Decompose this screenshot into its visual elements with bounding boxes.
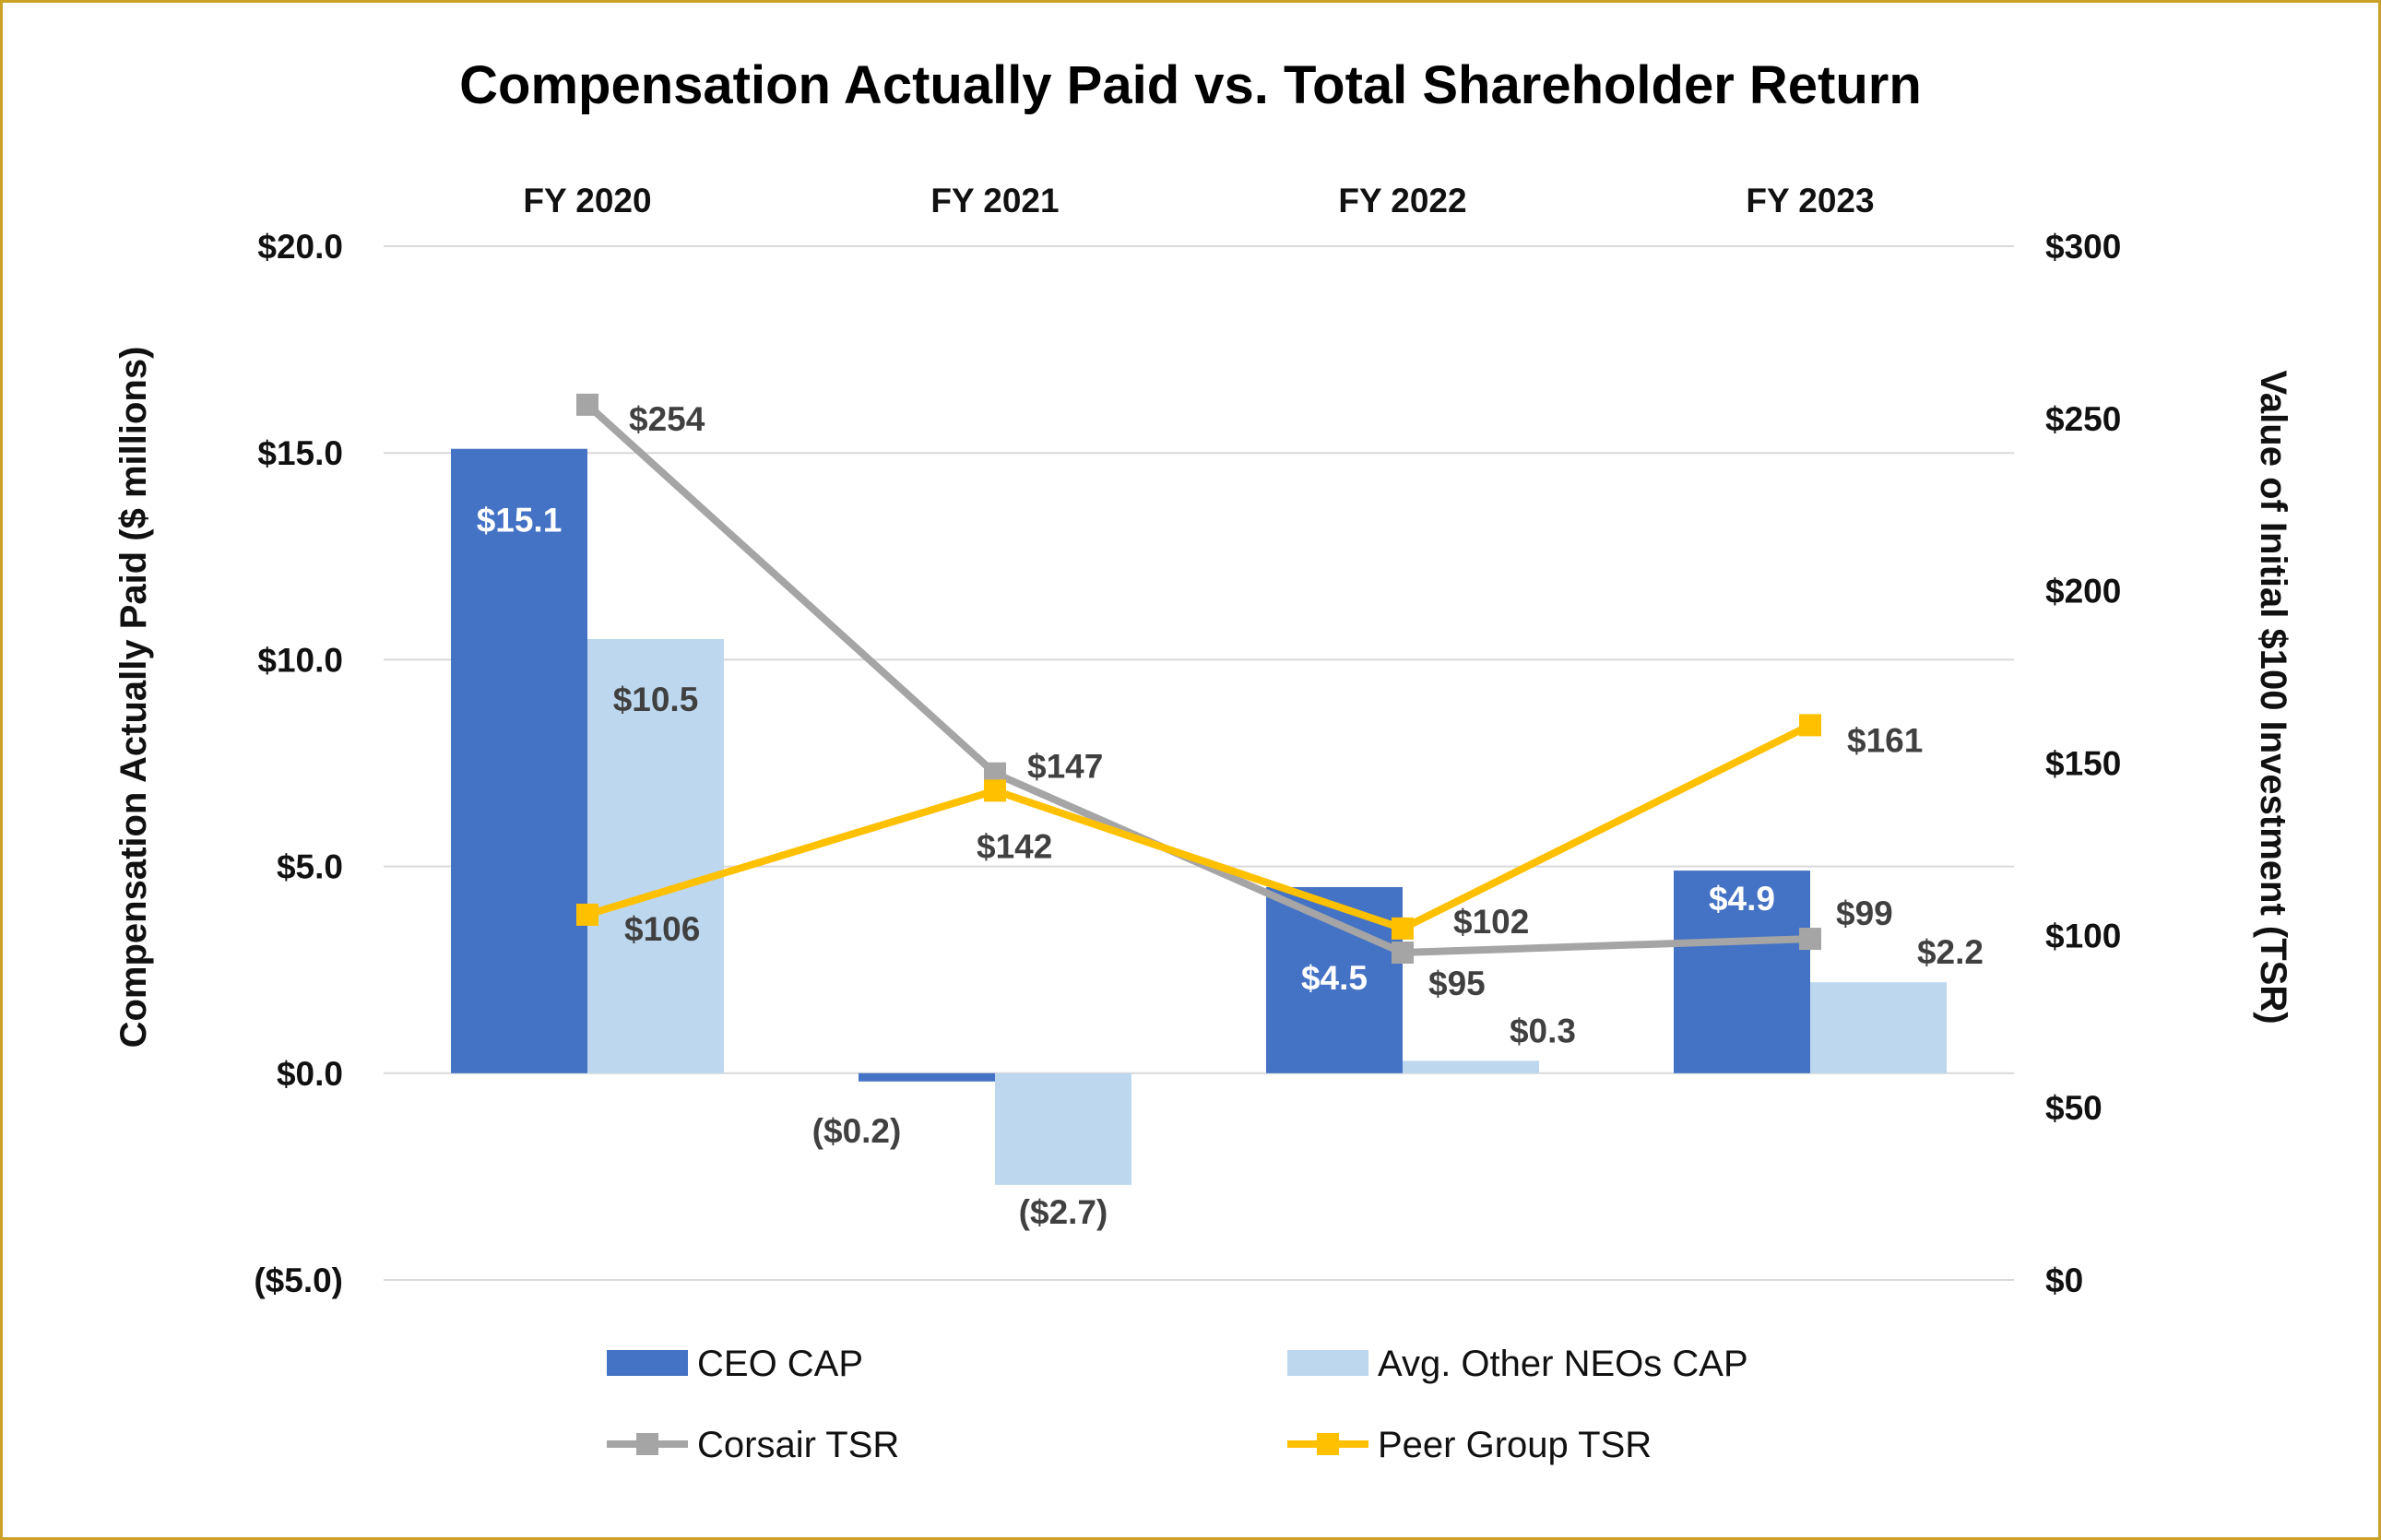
neo-cap-bar <box>995 1072 1131 1185</box>
ceo-cap-bar <box>1674 871 1810 1073</box>
legend-label: CEO CAP <box>697 1344 863 1384</box>
bar-data-label: $4.9 <box>1709 880 1775 918</box>
corsair-tsr-marker <box>1799 928 1821 951</box>
bar-data-label: ($2.7) <box>1019 1193 1108 1231</box>
corsair-tsr-marker <box>1392 942 1414 965</box>
peer-group-tsr-line <box>586 721 1812 932</box>
left-tick-label: $5.0 <box>277 848 343 886</box>
legend-marker <box>1317 1433 1339 1455</box>
legend-swatch <box>1287 1350 1368 1376</box>
left-tick-label: $0.0 <box>277 1055 343 1093</box>
left-axis-title: Compensation Actually Paid ($ millions) <box>113 347 154 1048</box>
peer-group-tsr-data-label: $102 <box>1453 903 1529 941</box>
neo-cap-bar <box>1403 1060 1539 1073</box>
peer-group-tsr-data-label: $142 <box>977 827 1052 865</box>
bar-data-label: $4.5 <box>1301 959 1368 997</box>
corsair-tsr-line <box>585 401 1811 957</box>
bar-series <box>451 448 1947 1185</box>
data-labels: $15.1 ($0.2) $4.5 $4.9 $10.5 ($2.7) $0.3 $2.2 $2… <box>477 400 1984 1231</box>
legend-label: Peer Group TSR <box>1378 1425 1652 1465</box>
corsair-tsr-marker <box>576 393 598 416</box>
category-label: FY 2022 <box>1338 182 1466 219</box>
corsair-tsr-data-label: $254 <box>629 400 705 438</box>
legend-swatch <box>607 1350 688 1376</box>
left-axis-ticks: $20.0 $15.0 $10.0 $5.0 $0.0 ($5.0) <box>254 228 343 1299</box>
left-tick-label: $10.0 <box>257 641 343 679</box>
right-axis-title: Value of Initial $100 Investment (TSR) <box>2253 370 2293 1024</box>
right-tick-label: $100 <box>2045 917 2121 954</box>
right-tick-label: $200 <box>2045 573 2121 610</box>
peer-group-tsr-data-label: $161 <box>1847 721 1923 759</box>
left-tick-label: $20.0 <box>257 228 343 266</box>
legend-label: Corsair TSR <box>697 1425 899 1465</box>
category-labels: FY 2020 FY 2021 FY 2022 FY 2023 <box>523 182 1874 219</box>
corsair-tsr-data-label: $95 <box>1428 965 1486 1002</box>
legend-marker <box>636 1433 658 1455</box>
peer-group-tsr-data-label: $106 <box>624 910 700 948</box>
left-tick-label: ($5.0) <box>254 1262 343 1299</box>
right-tick-label: $0 <box>2045 1262 2083 1299</box>
legend: CEO CAP Avg. Other NEOs CAP Corsair TSR Pee… <box>607 1344 1748 1465</box>
right-tick-label: $300 <box>2045 228 2121 266</box>
bar-data-label: $15.1 <box>477 502 563 539</box>
legend-label: Avg. Other NEOs CAP <box>1378 1344 1748 1384</box>
bar-data-label: $0.3 <box>1510 1012 1576 1049</box>
right-tick-label: $150 <box>2045 745 2121 783</box>
category-label: FY 2023 <box>1746 182 1874 219</box>
neo-cap-bar <box>1810 982 1947 1073</box>
right-tick-label: $50 <box>2045 1089 2103 1127</box>
category-label: FY 2021 <box>930 182 1059 219</box>
corsair-tsr-data-label: $99 <box>1836 894 1893 932</box>
left-tick-label: $15.0 <box>257 434 343 472</box>
line-series <box>576 393 1821 965</box>
bar-data-label: $2.2 <box>1917 933 1984 971</box>
peer-group-tsr-marker <box>1799 714 1821 737</box>
chart-title: Compensation Actually Paid vs. Total Sha… <box>459 55 1922 115</box>
right-axis-ticks: $300 $250 $200 $150 $100 $50 $0 <box>2045 228 2121 1299</box>
peer-group-tsr-marker <box>984 779 1006 802</box>
neo-cap-bar <box>587 638 724 1073</box>
ceo-cap-bar <box>859 1072 995 1082</box>
corsair-tsr-data-label: $147 <box>1027 748 1103 786</box>
right-tick-label: $250 <box>2045 400 2121 438</box>
bar-data-label: ($0.2) <box>812 1112 902 1150</box>
bar-data-label: $10.5 <box>613 681 699 718</box>
peer-group-tsr-marker <box>576 903 598 926</box>
ceo-cap-bar <box>451 448 587 1073</box>
peer-group-tsr-marker <box>1392 917 1414 940</box>
category-label: FY 2020 <box>523 182 651 219</box>
